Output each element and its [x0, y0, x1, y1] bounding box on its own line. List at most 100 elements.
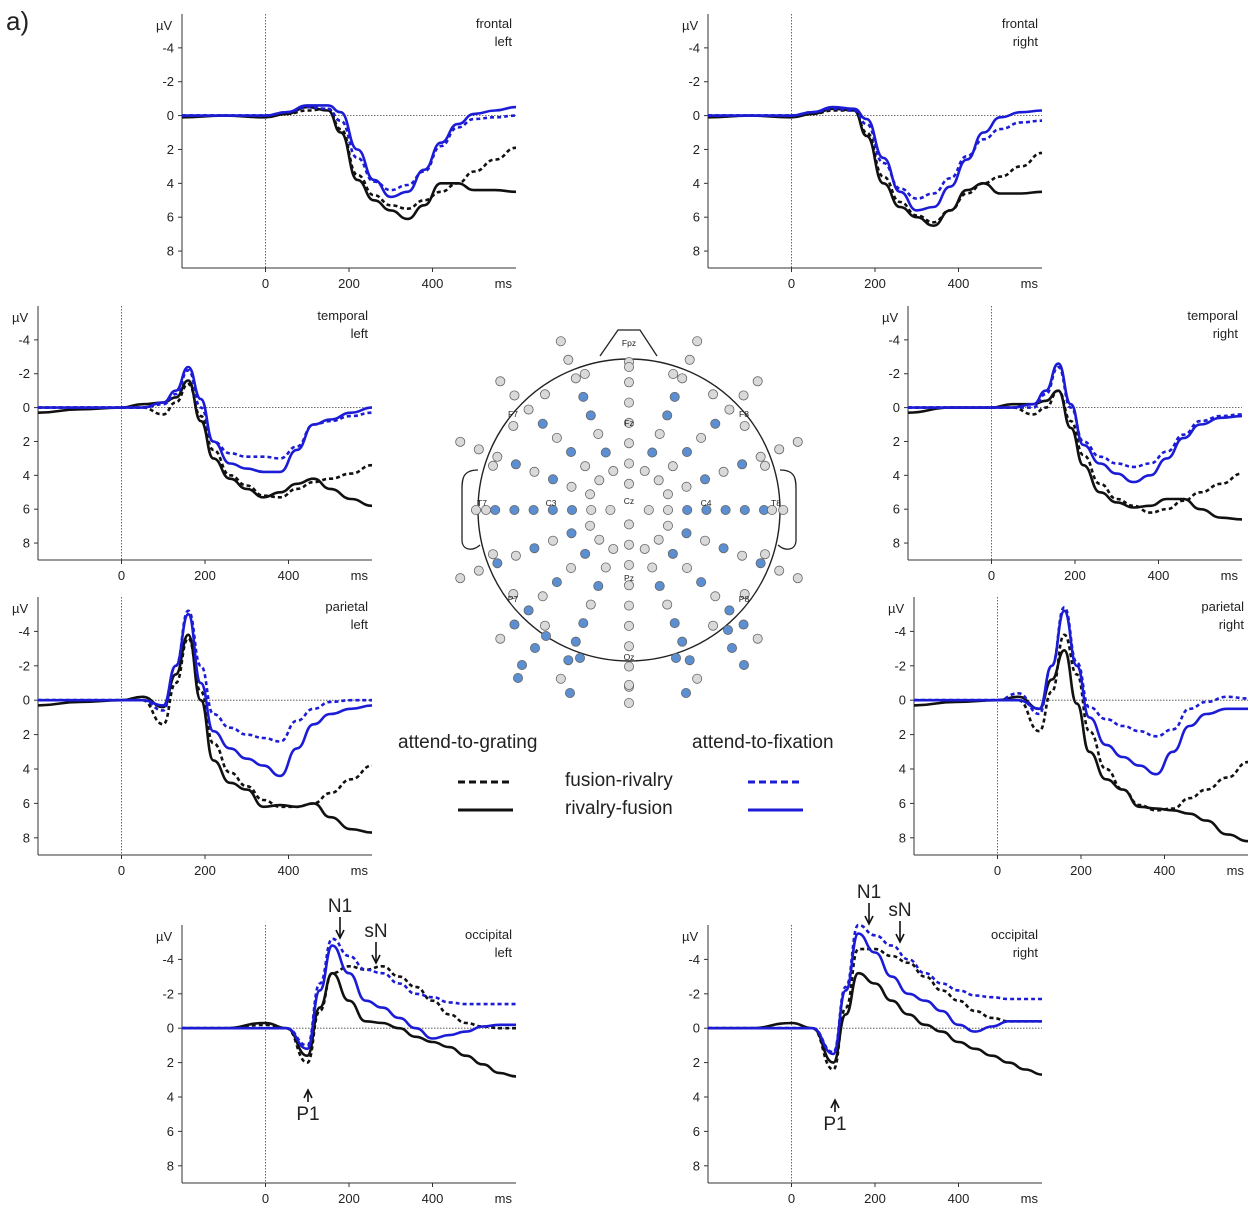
- electrode: [774, 444, 785, 455]
- y-tick-label: -2: [18, 366, 30, 381]
- electrode: [647, 562, 658, 573]
- x-tick-label: 0: [788, 276, 795, 291]
- x-tick-label: 0: [118, 568, 125, 583]
- electrode: [563, 655, 574, 666]
- y-tick-label: 6: [693, 1124, 700, 1139]
- y-tick-label: 8: [693, 244, 700, 259]
- legend-condition-right: attend-to-fixation: [692, 732, 834, 753]
- chart-occipital_right: -4 -2 0 2 4 6 8 0 200 400 µV ms occipital right: [682, 923, 1043, 1206]
- electrode: [653, 534, 664, 545]
- x-tick-label: 400: [278, 568, 300, 583]
- x-axis-label: ms: [495, 276, 513, 291]
- electrode-label-oz: Oz: [624, 652, 635, 662]
- legend-line-samples: [458, 780, 803, 812]
- y-tick-label: 6: [167, 210, 174, 225]
- chart-parietal_left: -4 -2 0 2 4 6 8 0 200 400 µV ms parietal left: [12, 597, 373, 878]
- chart-title-line: right: [1213, 326, 1239, 341]
- electrode: [681, 447, 692, 458]
- electrode: [551, 577, 562, 588]
- y-tick-label: -4: [888, 332, 900, 347]
- electrode: [692, 673, 703, 684]
- electrode: [720, 504, 731, 515]
- electrode: [653, 475, 664, 486]
- electrode-outer: [487, 460, 498, 471]
- electrode: [600, 447, 611, 458]
- annotation-arrow-head: [864, 915, 874, 926]
- electrode: [563, 354, 574, 365]
- y-tick-label: 4: [893, 468, 900, 483]
- electrode: [696, 577, 707, 588]
- chart-frontal_left: -4 -2 0 2 4 6 8 0 200 400 µV ms frontal left: [156, 14, 517, 291]
- electrode: [566, 562, 577, 573]
- x-tick-label: 400: [1148, 568, 1170, 583]
- electrode: [677, 373, 688, 384]
- y-tick-label: 6: [23, 796, 30, 811]
- series-line: [38, 365, 373, 474]
- series-line: [708, 109, 1043, 224]
- chart-title-line: occipital: [465, 927, 512, 942]
- electrode-label-p7: P7: [508, 594, 519, 604]
- x-tick-label: 0: [994, 863, 1001, 878]
- y-tick-label: 2: [693, 142, 700, 157]
- electrode: [585, 520, 596, 531]
- electrode-label-f7: F7: [508, 409, 518, 419]
- x-tick-label: 200: [1070, 863, 1092, 878]
- series-line: [707, 947, 1042, 1071]
- annotation-n1: N1: [328, 896, 352, 917]
- electrode: [624, 438, 635, 449]
- electrode: [551, 432, 562, 443]
- electrode: [624, 539, 635, 550]
- series-line: [913, 633, 1249, 812]
- electrode: [523, 404, 534, 415]
- y-tick-label: 2: [693, 1055, 700, 1070]
- electrode-outer: [508, 589, 519, 600]
- electrode: [547, 504, 558, 515]
- electrode: [643, 504, 654, 515]
- annotation-sn: sN: [364, 921, 387, 942]
- electrode: [639, 466, 650, 477]
- annotation-arrow-head: [335, 929, 345, 940]
- x-tick-label: 200: [338, 1191, 360, 1206]
- electrode: [700, 535, 711, 546]
- series-line: [182, 107, 517, 210]
- x-axis-label: ms: [351, 863, 369, 878]
- electrode: [470, 504, 481, 515]
- electrode: [667, 548, 678, 559]
- x-axis-label: ms: [351, 568, 369, 583]
- electrode-outer: [739, 420, 750, 431]
- electrode: [639, 543, 650, 554]
- y-tick-label: 4: [693, 176, 700, 191]
- electrode: [624, 641, 635, 652]
- electrode: [529, 466, 540, 477]
- electrode-label-cz: Cz: [624, 496, 634, 506]
- chart-title-line: left: [351, 617, 369, 632]
- y-tick-label: 2: [23, 727, 30, 742]
- y-tick-label: 0: [893, 400, 900, 415]
- y-tick-label: 2: [23, 434, 30, 449]
- annotation-arrow-head: [371, 954, 381, 965]
- series-line: [707, 923, 1042, 1054]
- electrode-outer: [767, 504, 778, 515]
- series-line: [181, 105, 517, 221]
- electrode: [555, 336, 566, 347]
- electrode: [492, 558, 503, 569]
- series-line: [913, 609, 1248, 776]
- electrode: [528, 504, 539, 515]
- chart-temporal_right: -4 -2 0 2 4 6 8 0 200 400 µV ms temporal right: [882, 306, 1243, 583]
- electrode-posterior: [575, 653, 586, 664]
- electrode: [594, 475, 605, 486]
- y-tick-label: 4: [167, 176, 174, 191]
- electrode-label-c4: C4: [701, 498, 712, 508]
- electrode: [566, 481, 577, 492]
- chart-title-line: right: [1013, 34, 1039, 49]
- x-axis-label: ms: [495, 1191, 513, 1206]
- electrode-label-t7: T7: [477, 498, 487, 508]
- series-line: [707, 932, 1042, 1056]
- y-tick-label: -4: [18, 624, 30, 639]
- electrode: [684, 354, 695, 365]
- electrode: [547, 535, 558, 546]
- chart-title-line: left: [495, 945, 513, 960]
- electrode: [792, 573, 803, 584]
- electrode-outer: [579, 368, 590, 379]
